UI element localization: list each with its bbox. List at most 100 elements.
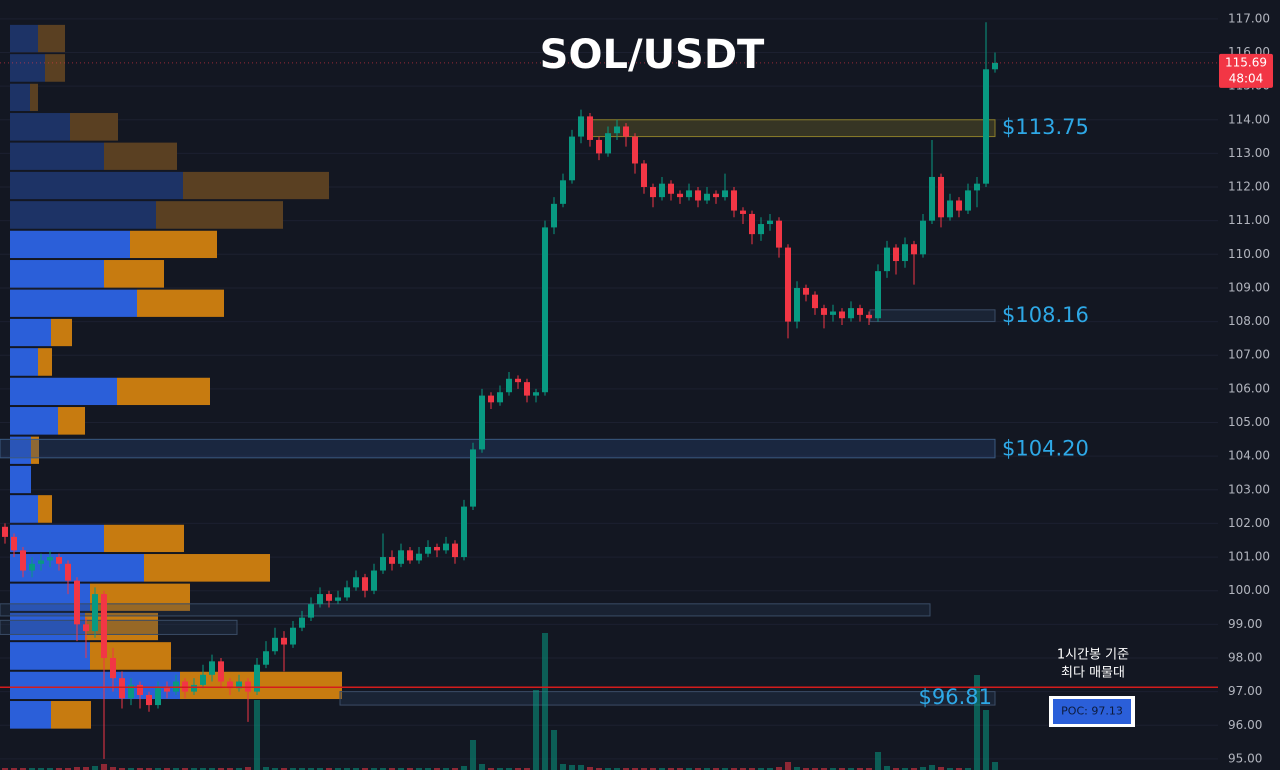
candle-body bbox=[398, 550, 404, 564]
candle-body bbox=[848, 308, 854, 319]
volume-bar bbox=[272, 768, 278, 770]
profile-buy bbox=[10, 701, 51, 729]
profile-buy bbox=[10, 201, 156, 229]
y-tick-label: 111.00 bbox=[1228, 213, 1270, 227]
volume-bar bbox=[740, 768, 746, 770]
y-tick-label: 101.00 bbox=[1228, 550, 1270, 564]
profile-buy bbox=[10, 612, 85, 641]
candle-body bbox=[686, 190, 692, 198]
candle-body bbox=[380, 557, 386, 571]
candle-body bbox=[632, 136, 638, 164]
candle-body bbox=[992, 62, 998, 70]
volume-bar bbox=[353, 768, 359, 770]
level-label: $108.16 bbox=[1002, 303, 1089, 327]
volume-bar bbox=[443, 768, 449, 770]
profile-sell bbox=[58, 407, 85, 435]
volume-bar bbox=[605, 768, 611, 770]
candle-body bbox=[164, 688, 170, 692]
candle-body bbox=[569, 136, 575, 181]
profile-buy bbox=[10, 260, 104, 288]
profile-buy bbox=[10, 348, 38, 376]
candle-body bbox=[758, 224, 764, 235]
candle-body bbox=[794, 287, 800, 322]
volume-bar bbox=[866, 768, 872, 770]
candle-body bbox=[371, 570, 377, 591]
volume-bar bbox=[335, 768, 341, 770]
profile-buy bbox=[10, 230, 130, 259]
volume-bar bbox=[893, 768, 899, 770]
volume-bar bbox=[947, 768, 953, 770]
y-tick-label: 100.00 bbox=[1228, 583, 1270, 597]
candle-body bbox=[938, 176, 944, 218]
profile-buy bbox=[10, 495, 38, 523]
candle-body bbox=[470, 449, 476, 507]
volume-bar bbox=[506, 768, 512, 770]
profile-buy bbox=[10, 54, 45, 82]
volume-bar bbox=[776, 767, 782, 770]
candle-body bbox=[434, 546, 440, 551]
profile-buy bbox=[10, 171, 183, 200]
profile-sell bbox=[137, 289, 224, 317]
volume-bar bbox=[668, 768, 674, 770]
y-tick-label: 113.00 bbox=[1228, 146, 1270, 160]
candle-body bbox=[866, 314, 872, 319]
profile-sell bbox=[51, 701, 91, 729]
volume-bar bbox=[236, 768, 242, 770]
volume-bar bbox=[416, 768, 422, 770]
level-label: $96.81 bbox=[919, 685, 992, 709]
y-tick-label: 103.00 bbox=[1228, 482, 1270, 496]
y-tick-label: 117.00 bbox=[1228, 11, 1270, 25]
volume-bar bbox=[830, 768, 836, 770]
candle-body bbox=[560, 180, 566, 204]
candle-body bbox=[596, 139, 602, 154]
candle-body bbox=[920, 220, 926, 255]
candle-body bbox=[119, 678, 125, 699]
volume-bar bbox=[929, 765, 935, 770]
volume-bar bbox=[164, 768, 170, 770]
volume-bar bbox=[938, 767, 944, 770]
volume-bar bbox=[488, 768, 494, 770]
volume-bar bbox=[281, 768, 287, 770]
volume-bar bbox=[533, 690, 539, 770]
profile-buy bbox=[10, 318, 51, 347]
volume-bar bbox=[56, 768, 62, 770]
volume-bar bbox=[632, 768, 638, 770]
volume-bar bbox=[461, 766, 467, 770]
volume-bar bbox=[974, 675, 980, 770]
profile-sell bbox=[31, 436, 39, 464]
volume-bar bbox=[218, 768, 224, 770]
candle-body bbox=[29, 563, 35, 571]
candle-body bbox=[956, 200, 962, 211]
profile-sell bbox=[117, 377, 210, 406]
volume-bar bbox=[695, 768, 701, 770]
volume-bar bbox=[758, 768, 764, 770]
volume-bar bbox=[119, 768, 125, 770]
volume-bar bbox=[389, 768, 395, 770]
profile-buy bbox=[10, 436, 31, 464]
volume-bar bbox=[299, 768, 305, 770]
volume-bar bbox=[380, 768, 386, 770]
volume-bar bbox=[92, 766, 98, 770]
zones bbox=[0, 119, 996, 706]
candle-body bbox=[830, 311, 836, 315]
candle-body bbox=[479, 395, 485, 450]
candle-body bbox=[290, 627, 296, 645]
volume-bar bbox=[803, 768, 809, 770]
candle-body bbox=[299, 617, 305, 628]
volume-bar bbox=[560, 764, 566, 770]
profile-sell bbox=[38, 348, 52, 376]
candle-body bbox=[578, 116, 584, 137]
candle-body bbox=[515, 378, 521, 383]
volume-bar bbox=[992, 762, 998, 770]
volume-bar bbox=[200, 768, 206, 770]
volume-bar bbox=[677, 768, 683, 770]
candle-body bbox=[650, 187, 656, 198]
volume-bar bbox=[704, 768, 710, 770]
candle-body bbox=[2, 526, 8, 537]
candle-body bbox=[443, 543, 449, 551]
volume-bar bbox=[74, 767, 80, 770]
volume-bar bbox=[884, 766, 890, 770]
volume-bar bbox=[470, 740, 476, 770]
